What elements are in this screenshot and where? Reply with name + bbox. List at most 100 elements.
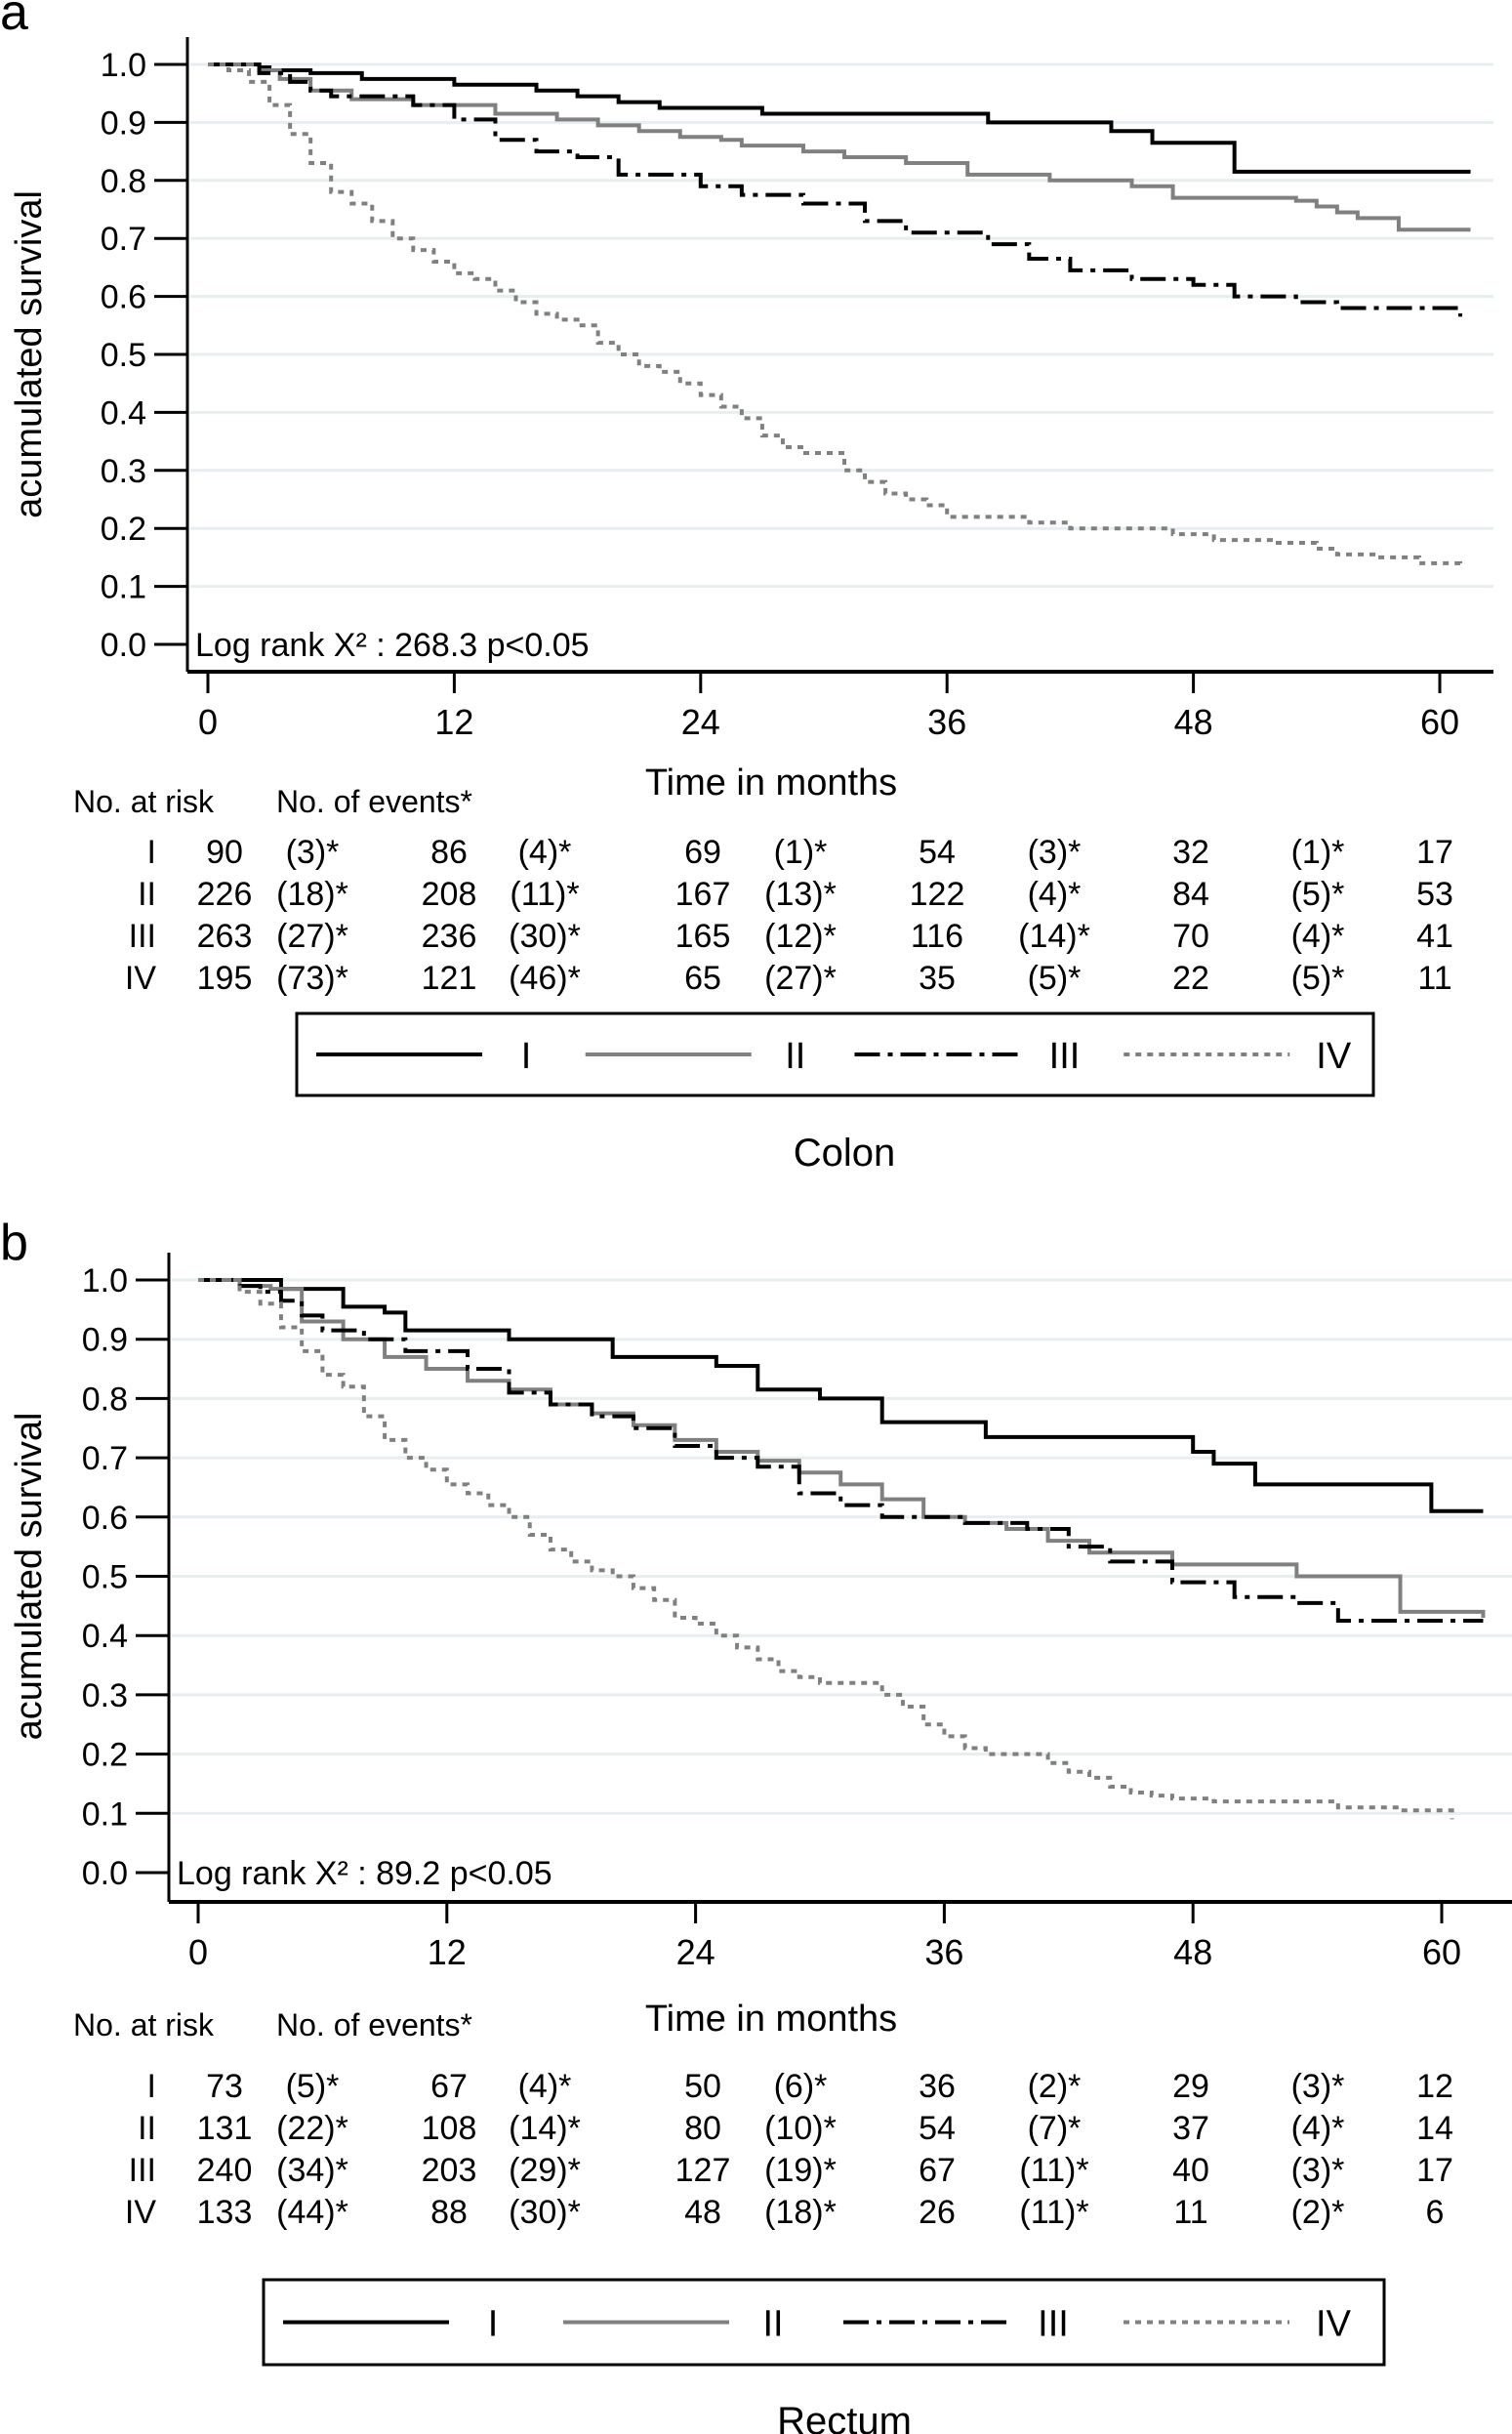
risk-cell: 36 <box>919 2068 956 2105</box>
y-tick-label: 0.5 <box>82 1559 128 1596</box>
risk-cell: (3)* <box>1028 834 1082 871</box>
x-tick-label: 0 <box>198 702 218 742</box>
risk-cell: (5)* <box>1028 960 1082 997</box>
risk-cell: (4)* <box>1291 918 1345 955</box>
log-rank-annotation: Log rank X² : 268.3 p<0.05 <box>195 627 590 664</box>
y-tick-label: 0.4 <box>101 394 146 432</box>
risk-cell: 69 <box>684 834 721 871</box>
risk-cell: 37 <box>1172 2110 1209 2147</box>
risk-cell: (14)* <box>509 2110 581 2147</box>
risk-cell: 11 <box>1173 2194 1207 2231</box>
risk-row-label: III <box>129 918 156 955</box>
risk-cell: (5)* <box>286 2068 340 2105</box>
survival-curve-ii <box>208 62 1471 232</box>
risk-cell: (73)* <box>276 960 348 997</box>
panel-title: Rectum <box>777 2400 912 2434</box>
risk-row-label: III <box>129 2152 156 2189</box>
risk-cell: (4)* <box>1028 876 1082 913</box>
x-tick-label: 60 <box>1420 702 1459 742</box>
risk-cell: (6)* <box>774 2068 828 2105</box>
risk-cell: 26 <box>919 2194 956 2231</box>
risk-cell: 6 <box>1426 2194 1445 2231</box>
risk-cell: (30)* <box>509 2194 581 2231</box>
log-rank-annotation: Log rank X² : 89.2 p<0.05 <box>177 1855 552 1892</box>
y-tick-label: 0.4 <box>82 1618 128 1655</box>
risk-cell: 131 <box>197 2110 253 2147</box>
risk-cell: 22 <box>1172 960 1209 997</box>
risk-cell: (2)* <box>1028 2068 1082 2105</box>
panel-label: b <box>0 1215 28 1271</box>
risk-cell: (19)* <box>764 2152 837 2189</box>
risk-cell: 41 <box>1416 918 1453 955</box>
risk-header-events: No. of events* <box>276 2007 472 2042</box>
x-axis-label: Time in months <box>645 763 897 804</box>
y-tick-label: 0.8 <box>82 1381 128 1418</box>
x-tick-label: 36 <box>927 702 966 742</box>
risk-cell: 65 <box>684 960 721 997</box>
y-tick-label: 0.2 <box>82 1737 128 1774</box>
risk-cell: 226 <box>197 876 253 913</box>
risk-cell: (4)* <box>1291 2110 1345 2147</box>
y-tick-label: 0.2 <box>101 511 146 548</box>
risk-cell: 32 <box>1172 834 1209 871</box>
risk-cell: (44)* <box>276 2194 348 2231</box>
risk-cell: (11)* <box>510 876 579 913</box>
panel-label: a <box>0 0 28 41</box>
x-tick-label: 0 <box>188 1932 208 1972</box>
y-tick-label: 0.3 <box>82 1677 128 1714</box>
risk-cell: (3)* <box>286 834 340 871</box>
y-tick-label: 0.0 <box>101 627 146 664</box>
risk-header-at-risk: No. at risk <box>73 784 215 819</box>
x-tick-label: 60 <box>1422 1932 1461 1972</box>
y-tick-label: 0.6 <box>101 279 146 316</box>
risk-cell: 40 <box>1172 2152 1209 2189</box>
legend-label-iii: III <box>1049 1036 1081 1077</box>
risk-cell: (18)* <box>764 2194 837 2231</box>
risk-cell: (4)* <box>518 2068 572 2105</box>
risk-cell: (27)* <box>764 960 837 997</box>
risk-cell: (22)* <box>276 2110 348 2147</box>
risk-cell: (11)* <box>1019 2152 1088 2189</box>
risk-cell: (12)* <box>764 918 837 955</box>
risk-cell: 121 <box>422 960 477 997</box>
risk-cell: 86 <box>430 834 468 871</box>
survival-curve-i <box>208 62 1471 174</box>
chart-panel-b: b 0.0 0.1 0.2 0.3 0.4 0.5 0.6 0.7 0.8 0.9 1.0 0 12 24 3… <box>0 1215 1512 2434</box>
risk-row-label: II <box>138 876 156 913</box>
risk-header-events: No. of events* <box>276 784 472 819</box>
risk-cell: 12 <box>1416 2068 1453 2105</box>
y-tick-label: 1.0 <box>82 1262 128 1300</box>
risk-cell: (11)* <box>1019 2194 1088 2231</box>
y-tick-label: 0.3 <box>101 453 146 490</box>
risk-cell: (18)* <box>276 876 348 913</box>
risk-cell: 116 <box>911 918 963 955</box>
y-axis-label: acumulated survival <box>9 190 50 518</box>
risk-row-label: I <box>147 834 156 871</box>
risk-cell: 54 <box>919 2110 956 2147</box>
risk-cell: 73 <box>206 2068 243 2105</box>
legend-label-iii: III <box>1038 2304 1069 2345</box>
risk-cell: (34)* <box>276 2152 348 2189</box>
risk-row-label: II <box>138 2110 156 2147</box>
risk-header-at-risk: No. at risk <box>73 2007 215 2042</box>
x-tick-label: 48 <box>1173 1932 1212 1972</box>
risk-cell: 48 <box>684 2194 721 2231</box>
risk-cell: 263 <box>197 918 253 955</box>
survival-curve-iii <box>208 62 1463 317</box>
survival-curve-ii <box>198 1278 1486 1618</box>
risk-cell: (1)* <box>774 834 828 871</box>
survival-curve-iv <box>208 62 1463 566</box>
risk-cell: (5)* <box>1291 960 1345 997</box>
legend-label-iv: IV <box>1316 1036 1352 1077</box>
risk-row-label: IV <box>125 960 156 997</box>
risk-cell: (13)* <box>764 876 837 913</box>
y-tick-label: 1.0 <box>101 47 146 84</box>
risk-cell: 236 <box>422 918 477 955</box>
survival-curve-i <box>198 1278 1484 1513</box>
risk-cell: (7)* <box>1028 2110 1082 2147</box>
risk-cell: (2)* <box>1291 2194 1345 2231</box>
risk-cell: 203 <box>422 2152 477 2189</box>
risk-cell: 54 <box>919 834 956 871</box>
risk-cell: 29 <box>1172 2068 1209 2105</box>
